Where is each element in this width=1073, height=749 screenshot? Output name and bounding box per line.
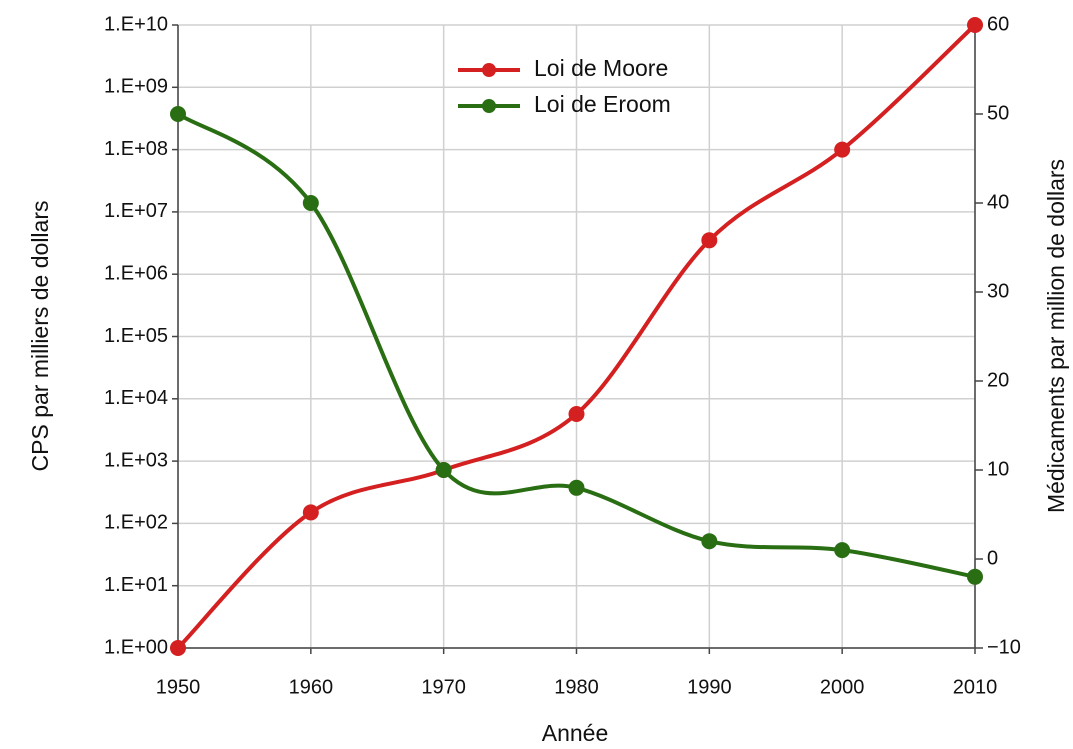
x-tick-label: 1990 — [687, 676, 732, 698]
x-tick-label: 1970 — [421, 676, 466, 698]
x-tick-label: 2000 — [820, 676, 865, 698]
point — [302, 504, 319, 521]
y2-tick-label: 30 — [987, 280, 1009, 302]
y2-tick-label: 10 — [987, 458, 1009, 480]
point — [967, 568, 983, 585]
y2-axis-label: Médicaments par million de dollars — [1043, 159, 1069, 513]
point — [834, 141, 851, 158]
legend-marker — [482, 63, 496, 77]
point — [568, 479, 585, 496]
y2-tick-label: 0 — [987, 547, 998, 569]
y-tick-label: 1.E+10 — [104, 13, 168, 35]
x-tick-label: 1960 — [289, 676, 334, 698]
y-axis-label: CPS par milliers de dollars — [27, 201, 53, 472]
legend-label: Loi de Moore — [534, 55, 668, 81]
frame — [177, 25, 976, 649]
y-tick-label: 1.E+06 — [104, 262, 168, 284]
point — [967, 17, 983, 33]
y-tick-label: 1.E+02 — [104, 512, 168, 534]
y-tick-label: 1.E+04 — [104, 387, 168, 409]
y-tick-label: 1.E+03 — [104, 449, 168, 471]
point — [701, 232, 718, 249]
y2-tick-label: 60 — [987, 13, 1009, 35]
legend-marker — [482, 99, 496, 113]
y-tick-label: 1.E+08 — [104, 138, 168, 160]
x-tick-label: 1980 — [554, 676, 599, 698]
point — [568, 406, 585, 423]
y-tick-label: 1.E+01 — [104, 574, 168, 596]
y-tick-label: 1.E+09 — [104, 76, 168, 98]
x-tick-label: 2010 — [953, 676, 998, 698]
x-axis-label: Année — [542, 720, 609, 746]
y2-tick-label: 20 — [987, 369, 1009, 391]
y-tick-label: 1.E+07 — [104, 200, 168, 222]
point — [302, 195, 319, 211]
y-tick-label: 1.E+00 — [104, 636, 168, 658]
legend-label: Loi de Eroom — [534, 91, 671, 117]
y-tick-label: 1.E+05 — [104, 325, 168, 347]
point — [834, 542, 851, 559]
point — [435, 462, 452, 478]
point — [170, 106, 186, 122]
y2-tick-label: 50 — [987, 102, 1009, 124]
point — [170, 640, 186, 656]
point — [701, 533, 718, 550]
y2-tick-label: 40 — [987, 191, 1009, 213]
x-tick-label: 1950 — [156, 676, 201, 698]
y2-tick-label: −10 — [987, 636, 1021, 658]
